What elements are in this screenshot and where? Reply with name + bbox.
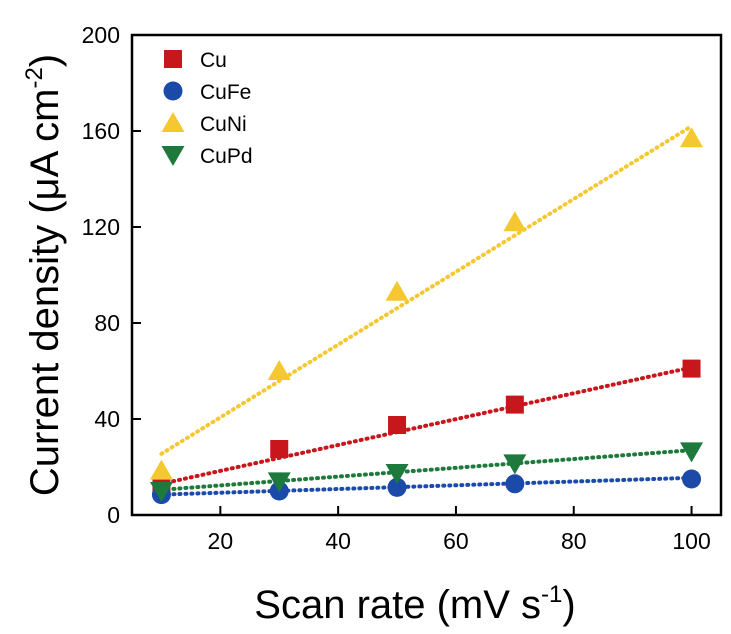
plot-frame — [130, 33, 723, 517]
legend-label-cufe: CuFe — [200, 81, 251, 104]
ticks: 20 40 60 80 100 0 40 80 120 160 200 — [82, 22, 711, 554]
point-cuni-2 — [385, 280, 409, 301]
point-cufe-4 — [682, 469, 702, 489]
data-markers — [149, 127, 704, 505]
fit-line-cupd — [159, 448, 694, 492]
point-cupd-0 — [149, 482, 173, 502]
x-tick-label-0: 20 — [208, 528, 234, 554]
point-cupd-1 — [267, 472, 291, 493]
legend-marker-cu — [164, 50, 182, 68]
legend-marker-cupd — [161, 146, 185, 166]
x-axis-title-superscript: -1 — [541, 581, 562, 608]
legend-label-cupd: CuPd — [200, 145, 253, 168]
x-tick-label-2: 60 — [443, 528, 469, 554]
x-tick-label-3: 80 — [561, 528, 587, 554]
y-tick-label-4: 160 — [82, 118, 120, 144]
y-tick-label-0: 0 — [107, 502, 120, 528]
point-cu-4 — [682, 359, 701, 378]
legend-label-cu: Cu — [200, 49, 227, 72]
y-axis-title: Current density (μA cm-2) — [21, 54, 67, 496]
point-cuni-3 — [503, 211, 527, 232]
point-cupd-3 — [503, 454, 527, 475]
point-cufe-3 — [505, 474, 525, 494]
point-cuni-4 — [680, 127, 704, 148]
x-tick-label-4: 100 — [672, 528, 710, 554]
y-axis-title-superscript: -2 — [21, 67, 48, 88]
y-tick-label-2: 80 — [94, 310, 120, 336]
legend-marker-cufe — [163, 81, 183, 101]
fit-line-cu — [159, 365, 694, 486]
fit-line-cufe — [159, 475, 694, 497]
x-tick-label-1: 40 — [325, 528, 351, 554]
fit-lines — [159, 124, 694, 497]
point-cufe-2 — [387, 477, 407, 497]
point-cupd-2 — [385, 464, 409, 484]
legend-label-cuni: CuNi — [200, 113, 247, 136]
axes — [130, 33, 723, 517]
point-cu-1 — [270, 440, 289, 458]
legend: Cu CuFe CuNi CuPd — [161, 49, 253, 168]
point-cu-3 — [505, 395, 524, 414]
legend-marker-cuni — [161, 112, 185, 132]
fit-line-cuni — [159, 124, 694, 456]
point-cu-2 — [388, 416, 407, 434]
y-tick-label-1: 40 — [94, 406, 120, 432]
y-tick-label-3: 120 — [82, 214, 120, 240]
point-cupd-4 — [680, 442, 704, 463]
point-cuni-0 — [149, 459, 173, 480]
x-axis-title: Scan rate (mV s-1) — [254, 581, 575, 627]
point-cuni-1 — [267, 360, 291, 380]
y-tick-label-5: 200 — [82, 22, 120, 48]
